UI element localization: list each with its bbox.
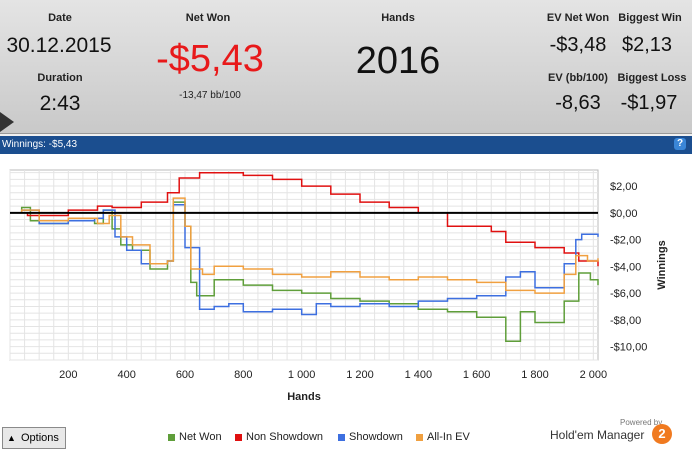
brand-name: Hold'em Manager <box>550 428 645 442</box>
winnings-title: Winnings: -$5,43 <box>2 139 78 150</box>
help-icon[interactable]: ? <box>674 138 686 150</box>
x-tick-label: 2 000 <box>580 369 608 381</box>
y-axis-title: Winnings <box>656 240 668 289</box>
legend-label-non-showdown: Non Showdown <box>246 431 324 443</box>
net-won-bb100: -13,47 bb/100 <box>179 90 241 101</box>
biggest-loss-value: -$1,97 <box>620 92 678 114</box>
x-tick-label: 1 000 <box>288 369 316 381</box>
x-tick-label: 400 <box>117 369 135 381</box>
ev-bb100-value: -8,63 <box>555 92 601 114</box>
legend-label-showdown: Showdown <box>349 431 403 443</box>
legend-swatch-showdown <box>338 433 345 441</box>
series-line-non-showdown <box>10 171 599 267</box>
date-label: Date <box>48 12 72 24</box>
legend-swatch-non-showdown <box>235 433 242 441</box>
winnings-chart: 200 400 600 800 1 000 1 200 1 400 1 600 1 800 2 0… <box>0 154 692 453</box>
options-button[interactable]: ▲ Options <box>2 427 66 449</box>
duration-value: 2:43 <box>39 92 81 115</box>
net-won-label: Net Won <box>185 12 231 24</box>
duration-label: Duration <box>37 72 83 84</box>
holdem-manager-logo: Powered by Hold'em Manager 2 <box>548 418 678 448</box>
legend-net-won: Net Won <box>168 431 222 443</box>
legend-swatch-net-won <box>168 433 175 441</box>
y-tick-label: -$10,00 <box>610 342 647 354</box>
collapse-arrow-icon[interactable] <box>0 112 14 132</box>
hands-label: Hands <box>381 12 415 24</box>
series-line-showdown <box>10 204 599 316</box>
x-tick-label: 200 <box>59 369 77 381</box>
legend-label-net-won: Net Won <box>179 431 222 443</box>
x-axis-title: Hands <box>287 391 321 403</box>
plot-area <box>9 169 599 361</box>
y-tick-label: -$6,00 <box>610 288 641 300</box>
ev-net-won-value: -$3,48 <box>549 34 607 56</box>
y-tick-label: -$4,00 <box>610 261 641 273</box>
net-won-value: -$5,43 <box>156 38 264 80</box>
legend-swatch-all-in-ev <box>416 433 423 441</box>
biggest-loss-label: Biggest Loss <box>617 72 687 84</box>
triangle-up-icon: ▲ <box>7 433 16 443</box>
y-tick-label: -$8,00 <box>610 315 641 327</box>
hands-value: 2016 <box>355 40 441 82</box>
biggest-win-value: $2,13 <box>621 34 673 56</box>
x-tick-label: 800 <box>234 369 252 381</box>
x-tick-label: 1 600 <box>463 369 491 381</box>
series-line-all-in-ev <box>10 197 599 294</box>
ev-net-won-label: EV Net Won <box>546 12 610 24</box>
y-tick-label: $2,00 <box>610 181 638 193</box>
options-label: Options <box>21 432 59 444</box>
biggest-win-label: Biggest Win <box>618 12 682 24</box>
session-stats-panel: Date 30.12.2015 Duration 2:43 Net Won -$… <box>0 0 692 134</box>
x-tick-label: 600 <box>176 369 194 381</box>
legend-all-in-ev: All-In EV <box>416 431 470 443</box>
legend-showdown: Showdown <box>338 431 403 443</box>
ev-bb100-label: EV (bb/100) <box>548 72 608 84</box>
winnings-chart-svg: 200 400 600 800 1 000 1 200 1 400 1 600 1 800 2 0… <box>9 169 668 403</box>
legend-label-all-in-ev: All-In EV <box>427 431 470 443</box>
y-tick-label: -$2,00 <box>610 235 641 247</box>
x-tick-label: 1 400 <box>405 369 433 381</box>
powered-by-text: Powered by <box>620 418 663 427</box>
date-value: 30.12.2015 <box>6 34 112 57</box>
x-tick-label: 1 800 <box>521 369 549 381</box>
winnings-titlebar: Winnings: -$5,43 ? <box>0 136 692 154</box>
brand-badge-icon: 2 <box>652 424 672 444</box>
x-tick-label: 1 200 <box>346 369 374 381</box>
legend-non-showdown: Non Showdown <box>235 431 323 443</box>
y-tick-label: $0,00 <box>610 208 638 220</box>
